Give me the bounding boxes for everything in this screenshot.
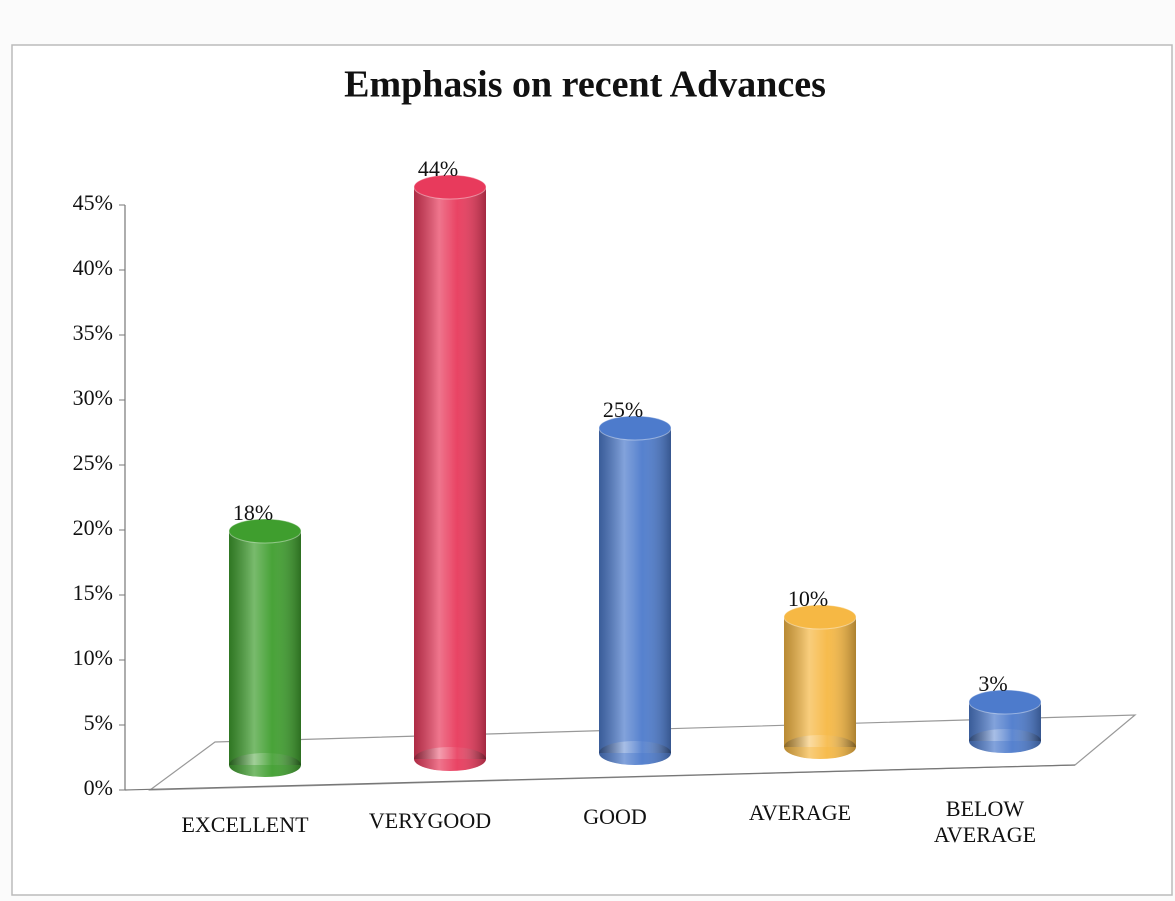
bar-bottom-shine — [414, 747, 486, 771]
y-tick-label: 40% — [73, 255, 113, 280]
chart-frame — [11, 44, 1173, 896]
y-tick-label: 35% — [73, 320, 113, 345]
value-label: 18% — [233, 500, 273, 525]
y-tick-label: 30% — [73, 385, 113, 410]
y-tick-label: 45% — [73, 190, 113, 215]
bar-shine — [784, 617, 856, 747]
bar-bottom-shine — [969, 729, 1041, 753]
x-tick-label: VERYGOOD — [368, 808, 492, 833]
value-label: 10% — [788, 586, 828, 611]
bar-top — [413, 174, 487, 200]
chart-title: Emphasis on recent Advances — [344, 64, 826, 106]
value-label: 3% — [978, 671, 1007, 696]
bar-bottom-shine — [599, 741, 671, 765]
y-tick-label: 0% — [84, 775, 113, 800]
x-tick-label: GOOD — [583, 804, 647, 829]
x-tick-label: EXCELLENT — [181, 812, 309, 837]
bar-top — [968, 689, 1042, 715]
x-tick-label: AVERAGE — [748, 800, 852, 825]
x-axis — [124, 764, 1076, 791]
bar-shine — [599, 428, 671, 753]
bar-bottom-shine — [229, 753, 301, 777]
y-tick-label: 10% — [73, 645, 113, 670]
bar-shine — [229, 531, 301, 765]
bar-top — [598, 415, 672, 441]
bar-bottom-shine — [784, 735, 856, 759]
bar-shine — [414, 187, 486, 759]
value-label: 44% — [418, 156, 458, 181]
bar-top — [783, 604, 857, 630]
x-tick-label: BELOW AVERAGE — [933, 796, 1037, 847]
y-tick-label: 25% — [73, 450, 113, 475]
y-tick-label: 20% — [73, 515, 113, 540]
y-tick-label: 15% — [73, 580, 113, 605]
value-label: 25% — [603, 397, 643, 422]
y-tick-label: 5% — [84, 710, 113, 735]
bar-top — [228, 518, 302, 544]
